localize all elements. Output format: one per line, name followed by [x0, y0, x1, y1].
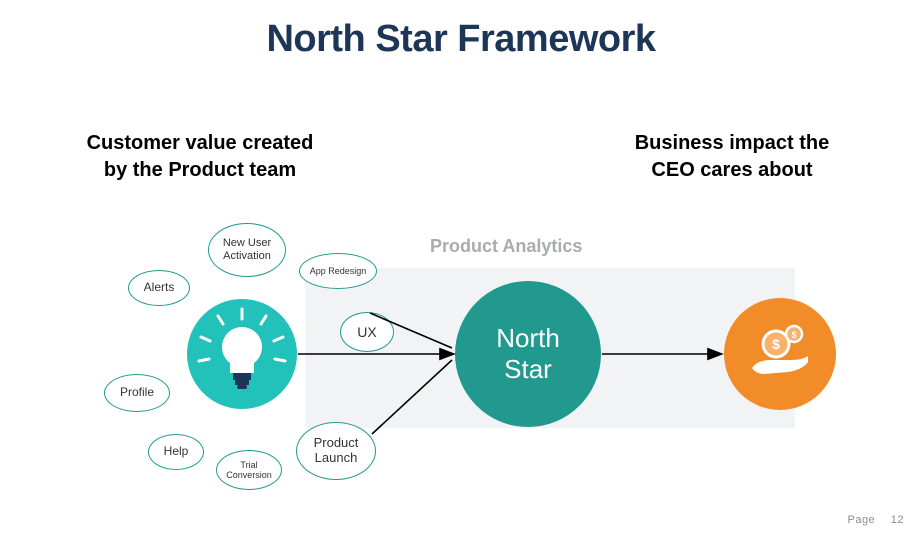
page-title: North Star Framework	[0, 18, 922, 61]
bubble-label: Alerts	[140, 281, 179, 295]
bubble-label: TrialConversion	[222, 460, 276, 481]
subhead-business-impact: Business impact theCEO cares about	[602, 130, 862, 184]
svg-text:$: $	[772, 336, 780, 352]
lightbulb-circle	[187, 299, 297, 409]
bubble-trial-conversion: TrialConversion	[216, 450, 282, 490]
impact-circle: $ $	[724, 298, 836, 410]
bubble-profile: Profile	[104, 374, 170, 412]
svg-text:$: $	[791, 330, 796, 340]
bubble-label: Profile	[116, 386, 158, 400]
bubble-app-redesign: App Redesign	[299, 253, 377, 289]
northstar-circle: NorthStar	[455, 281, 601, 427]
money-hand-icon: $ $	[740, 314, 820, 394]
subhead-customer-value: Customer value createdby the Product tea…	[60, 130, 340, 184]
bubble-label: App Redesign	[306, 266, 371, 276]
bubble-new-user-activation: New UserActivation	[208, 223, 286, 277]
bubble-label: UX	[353, 324, 380, 340]
bubble-help: Help	[148, 434, 204, 470]
bubble-label: Help	[160, 445, 193, 459]
bubble-alerts: Alerts	[128, 270, 190, 306]
bubble-ux: UX	[340, 312, 394, 352]
bubble-product-launch: ProductLaunch	[296, 422, 376, 480]
bubble-label: ProductLaunch	[310, 436, 363, 466]
lightbulb-icon	[187, 299, 297, 409]
northstar-label: NorthStar	[496, 323, 560, 385]
bubble-label: New UserActivation	[219, 237, 275, 262]
analytics-label: Product Analytics	[430, 236, 582, 257]
